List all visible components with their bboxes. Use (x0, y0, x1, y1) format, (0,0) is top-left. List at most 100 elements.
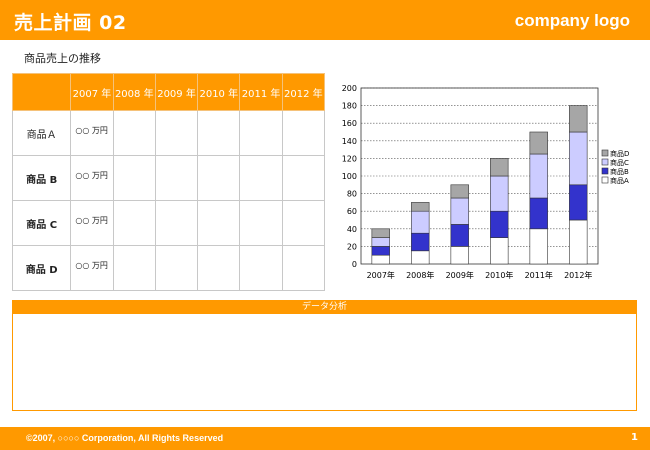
empty-cell (112, 200, 156, 246)
bar-segment (411, 210, 430, 234)
bar-segment (450, 224, 469, 247)
bar-segment (529, 228, 548, 265)
x-tick-label: 2011年 (525, 270, 553, 280)
y-tick-label: 0 (352, 260, 357, 269)
bar-segment (569, 219, 588, 265)
y-tick-label: 180 (342, 102, 357, 111)
chart-svg: 0 20 40 60 80 100 120 140 160 180 200 2007年 2008年 200… (342, 84, 630, 280)
empty-cell (281, 155, 326, 201)
product-name: 商品 D (11, 245, 72, 291)
y-tick-label: 60 (347, 207, 357, 216)
y-tick-label: 160 (342, 119, 357, 128)
footer-bar: ©2007, ○○○○ Corporation, All Rights Rese… (0, 427, 650, 450)
stacked-bar-chart: 0 20 40 60 80 100 120 140 160 180 200 2007年 2008年 200… (333, 80, 638, 290)
legend-label: 商品B (610, 167, 629, 176)
empty-cell (239, 110, 283, 156)
bar-segment (490, 175, 509, 212)
table-row: 商品 B ○○ 万円 (11, 155, 326, 201)
empty-cell (281, 245, 326, 291)
table-corner-cell (11, 73, 72, 111)
page-number: 1 (631, 432, 638, 443)
year-header: 2011 年 (239, 73, 283, 111)
bar-segment (529, 153, 548, 199)
plot-frame (360, 87, 599, 265)
analysis-title: データ分析 (13, 301, 636, 314)
table-row: 商品 D ○○ 万円 (11, 245, 326, 291)
bar-segment (529, 197, 548, 230)
table-row: 商品Ａ ○○ 万円 (11, 110, 326, 156)
x-tick-label: 2009年 (446, 270, 474, 280)
bar-segment (569, 184, 588, 221)
empty-cell (239, 155, 283, 201)
value-cell: ○○ 万円 (70, 245, 114, 291)
analysis-box: データ分析 (12, 300, 637, 411)
page-title: 売上計画 02 (14, 12, 127, 34)
bar-segment (450, 246, 469, 265)
y-tick-label: 140 (342, 137, 357, 146)
bar-segment (371, 246, 390, 256)
year-header: 2009 年 (154, 73, 199, 111)
bar-segment (490, 158, 509, 177)
bar-segment (490, 210, 509, 238)
empty-cell (112, 155, 156, 201)
company-logo: company logo (514, 11, 630, 30)
year-header: 2012 年 (281, 73, 326, 111)
bar-segment (411, 202, 430, 212)
legend-swatch (601, 149, 609, 157)
bar-segment (371, 237, 390, 247)
empty-cell (197, 155, 241, 201)
value-cell: ○○ 万円 (70, 155, 114, 201)
bar-segment (569, 131, 588, 186)
bar-segment (371, 254, 390, 265)
bar-segment (490, 237, 509, 265)
empty-cell (281, 110, 326, 156)
bar-segment (411, 250, 430, 265)
empty-cell (239, 200, 283, 246)
year-header: 2008 年 (112, 73, 156, 111)
empty-cell (239, 245, 283, 291)
bar-segment (371, 228, 390, 238)
y-tick-label: 40 (347, 225, 357, 234)
x-tick-label: 2010年 (485, 270, 513, 280)
legend-swatch (601, 167, 609, 175)
product-name: 商品 B (11, 155, 72, 201)
bar-segment (529, 131, 548, 155)
y-tick-label: 100 (342, 172, 357, 181)
y-tick-label: 120 (342, 154, 357, 163)
header-bar: 売上計画 02 company logo (0, 0, 650, 40)
year-header: 2007 年 (70, 73, 114, 111)
table-row: 商品 C ○○ 万円 (11, 200, 326, 246)
y-tick-label: 80 (347, 190, 357, 199)
bar-segment (450, 197, 469, 225)
value-cell: ○○ 万円 (70, 200, 114, 246)
table-header-row: 2007 年 2008 年 2009 年 2010 年 2011 年 2012 … (11, 73, 326, 111)
empty-cell (197, 200, 241, 246)
value-cell: ○○ 万円 (70, 110, 114, 156)
bar-segment (411, 232, 430, 252)
legend-label: 商品A (610, 176, 629, 185)
empty-cell (112, 110, 156, 156)
empty-cell (154, 110, 199, 156)
copyright-text: ©2007, ○○○○ Corporation, All Rights Rese… (26, 433, 224, 443)
sales-table: 2007 年 2008 年 2009 年 2010 年 2011 年 2012 … (11, 73, 326, 291)
empty-cell (281, 200, 326, 246)
bar-segment (569, 105, 588, 133)
product-name: 商品Ａ (11, 110, 72, 156)
year-header: 2010 年 (197, 73, 241, 111)
legend-label: 商品D (610, 149, 629, 158)
legend-swatch (601, 176, 609, 184)
bar-segment (450, 184, 469, 199)
empty-cell (112, 245, 156, 291)
empty-cell (197, 110, 241, 156)
empty-cell (154, 200, 199, 246)
empty-cell (154, 155, 199, 201)
empty-cell (154, 245, 199, 291)
x-tick-label: 2012年 (564, 270, 592, 280)
legend-label: 商品C (610, 158, 629, 167)
x-tick-label: 2007年 (367, 270, 395, 280)
section-title: 商品売上の推移 (24, 52, 101, 65)
y-tick-label: 200 (342, 84, 357, 93)
legend-swatch (601, 158, 609, 166)
empty-cell (197, 245, 241, 291)
x-tick-label: 2008年 (406, 270, 434, 280)
